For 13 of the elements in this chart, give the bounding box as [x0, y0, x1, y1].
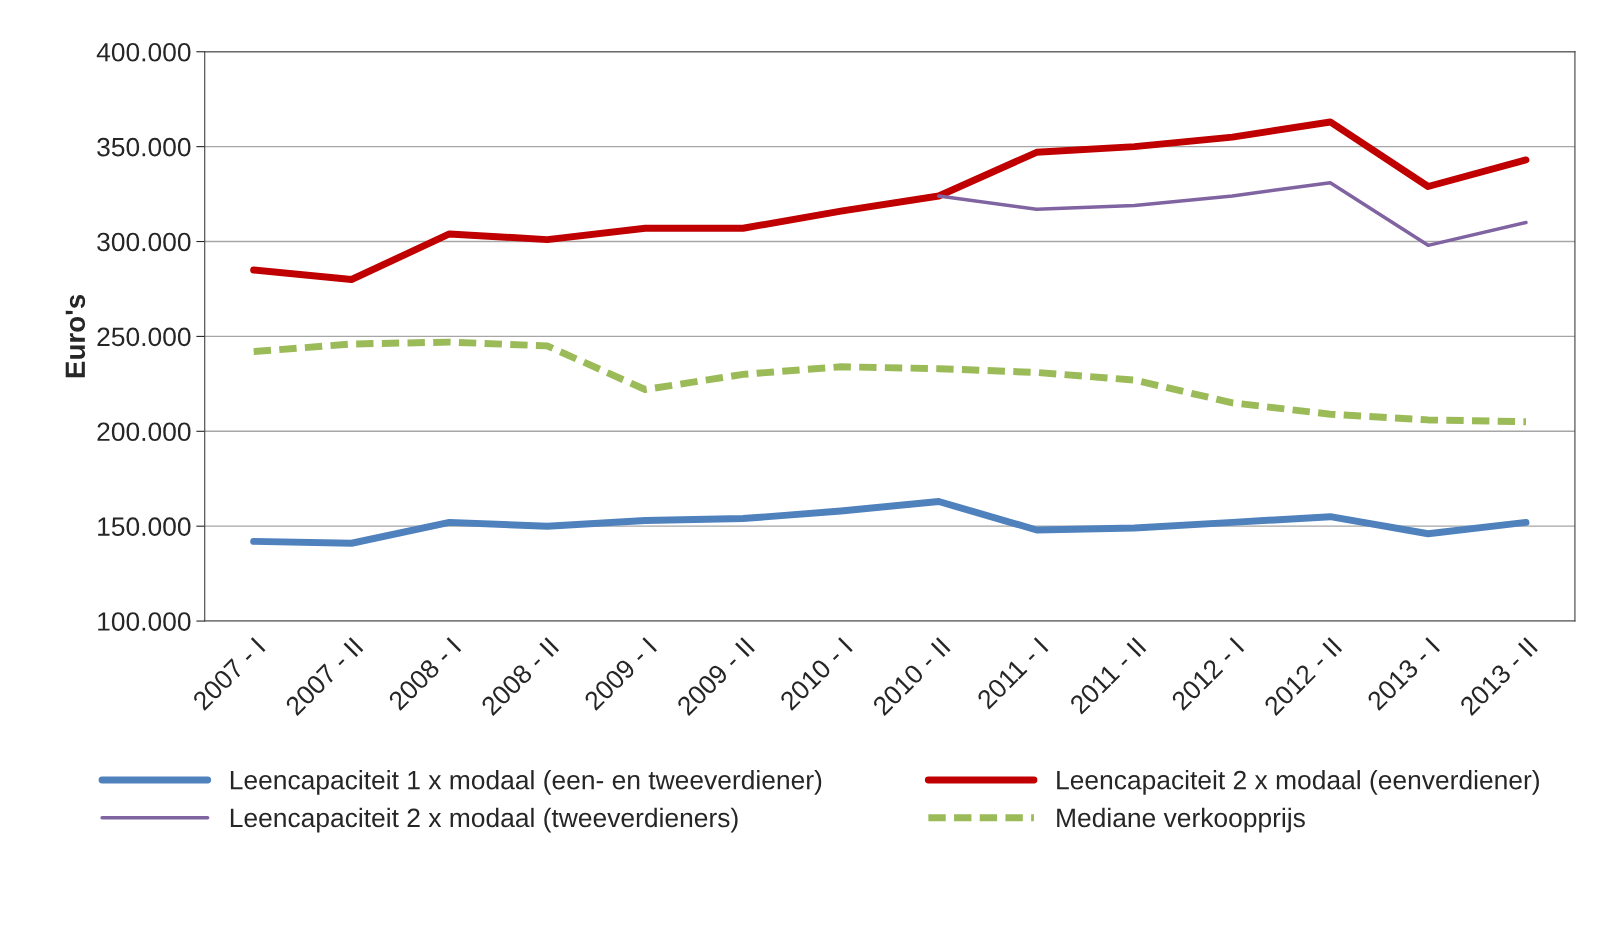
legend-label: Leencapaciteit 1 x modaal (een- en tweeverdiener) — [230, 770, 822, 795]
y-tick-label: 300.000 — [97, 232, 191, 252]
legend-label: Mediane verkoopprijs — [1057, 807, 1305, 833]
legend-label: Leencapaciteit 2 x modaal (tweeverdieners) — [230, 807, 738, 833]
y-tick-label: 200.000 — [97, 422, 191, 442]
y-tick-label: 150.000 — [98, 517, 191, 536]
y-tick-label: 350.000 — [97, 137, 191, 157]
y-tick-label: 100.000 — [98, 612, 191, 631]
line-series — [937, 180, 1528, 248]
y-tick-label: 250.000 — [97, 327, 191, 347]
legend-label: Leencapaciteit 2 x modaal (eenverdiener) — [1057, 770, 1539, 795]
y-axis-title: Euro's — [65, 294, 86, 378]
y-tick-label: 400.000 — [96, 42, 191, 62]
